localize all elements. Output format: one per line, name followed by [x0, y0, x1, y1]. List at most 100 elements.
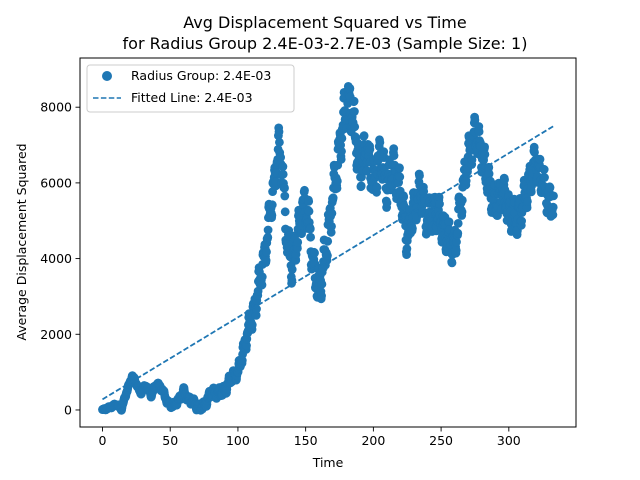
scatter-point [395, 163, 404, 173]
scatter-point [517, 216, 526, 226]
scatter-point [395, 172, 405, 182]
scatter-point [359, 131, 369, 141]
fitted-line-layer [102, 125, 554, 401]
scatter-point [350, 122, 360, 132]
scatter-point [480, 142, 489, 152]
scatter-point [300, 185, 309, 195]
scatter-point [399, 192, 409, 202]
scatter-point [280, 207, 290, 217]
legend-label-fitted-line: Fitted Line: 2.4E-03 [131, 90, 253, 105]
scatter-point [535, 154, 545, 164]
scatter-point [304, 197, 314, 206]
scatter-point [402, 244, 412, 254]
scatter-point [545, 183, 555, 193]
scatter-point [522, 203, 532, 213]
scatter-point [389, 151, 399, 161]
scatter-point [337, 146, 346, 156]
scatter-point [278, 162, 288, 172]
scatter-point [548, 202, 558, 212]
scatter-point [523, 197, 532, 206]
scatter-point [484, 162, 494, 172]
scatter-point [242, 341, 251, 350]
scatter-point [267, 200, 277, 210]
scatter-point [267, 210, 277, 220]
scatter-point [444, 217, 454, 227]
scatter-point [252, 304, 261, 314]
scatter-point [317, 279, 327, 289]
legend-label-scatter: Radius Group: 2.4E-03 [131, 68, 271, 83]
scatter-point [336, 155, 346, 164]
scatter-point [297, 229, 306, 239]
scatter-point [350, 107, 359, 116]
scatter-point [372, 183, 382, 192]
x-tick-label: 150 [294, 433, 318, 448]
scatter-point [263, 225, 273, 235]
y-tick-label: 2000 [40, 327, 72, 342]
scatter-point [447, 258, 457, 268]
scatter-point [317, 291, 326, 301]
x-axis-label: Time [312, 455, 344, 470]
scatter-point [382, 198, 392, 208]
scatter-point [356, 181, 366, 191]
scatter-point [332, 176, 342, 186]
legend: Radius Group: 2.4E-03 Fitted Line: 2.4E-… [86, 64, 295, 113]
scatter-point [530, 147, 539, 157]
scatter-point [293, 237, 303, 247]
scatter-point [452, 237, 461, 247]
scatter-point [275, 137, 284, 147]
x-axis-ticks: 0 50 100 150 200 250 300 [99, 427, 521, 448]
scatter-point [375, 138, 385, 147]
scatter-point [453, 228, 463, 238]
scatter-point [435, 199, 444, 209]
x-tick-label: 300 [497, 433, 521, 448]
scatter-point [304, 206, 314, 216]
scatter-point [306, 232, 315, 242]
scatter-point [548, 210, 558, 220]
scatter-point [278, 169, 288, 179]
scatter-point [500, 175, 509, 185]
x-tick-label: 50 [162, 433, 178, 448]
scatter-point [539, 165, 549, 174]
scatter-point [408, 224, 417, 234]
x-tick-label: 250 [429, 433, 453, 448]
x-tick-label: 100 [226, 433, 250, 448]
scatter-point [323, 251, 332, 260]
scatter-point [287, 265, 297, 274]
scatter-point [332, 183, 342, 193]
scatter-point [257, 280, 267, 290]
y-axis-ticks: 0 2000 4000 6000 8000 [40, 100, 80, 417]
y-tick-label: 0 [64, 402, 72, 417]
scatter-point [251, 311, 261, 320]
scatter-point [467, 155, 477, 165]
scatter-point [280, 191, 290, 201]
y-tick-label: 4000 [40, 251, 72, 266]
fitted-line [102, 125, 554, 401]
scatter-point [345, 84, 355, 93]
scatter-point [457, 195, 467, 205]
scatter-point [327, 221, 336, 231]
y-tick-label: 8000 [40, 100, 72, 115]
scatter-point [415, 171, 424, 181]
chart-title-line-2: for Radius Group 2.4E-03-2.7E-03 (Sample… [123, 34, 528, 53]
scatter-point [237, 356, 247, 365]
scatter-point [480, 150, 490, 159]
scatter-point [337, 134, 347, 143]
scatter-point [453, 219, 463, 228]
scatter-point [365, 144, 375, 154]
scatter-point [280, 183, 289, 193]
y-tick-label: 6000 [40, 175, 72, 190]
x-tick-label: 0 [99, 433, 107, 448]
scatter-point [540, 173, 549, 182]
x-tick-label: 200 [361, 433, 385, 448]
scatter-point [274, 127, 284, 137]
scatter-point [457, 207, 467, 217]
scatter-point [261, 256, 271, 265]
scatter-point [247, 320, 257, 330]
scatter-point [310, 248, 319, 258]
scatter-point [451, 246, 461, 255]
y-axis-label: Average Displacement Squared [14, 143, 29, 340]
scatter-point [389, 144, 399, 154]
scatter-point [549, 191, 558, 201]
scatter-point [327, 208, 337, 218]
